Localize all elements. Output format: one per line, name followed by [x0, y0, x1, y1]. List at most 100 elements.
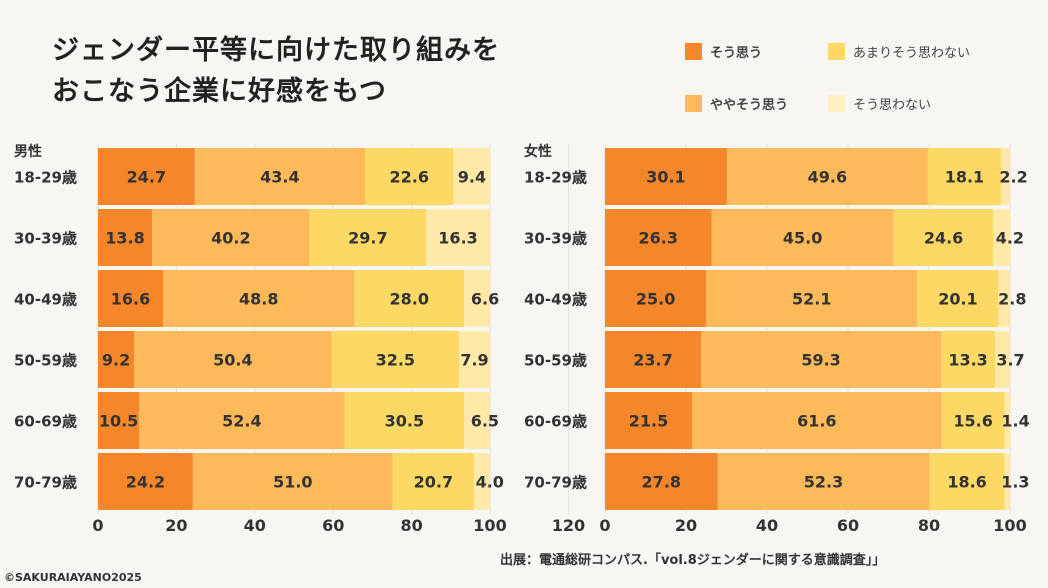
- data-label: 10.5: [99, 412, 138, 431]
- category-label: 30-39歳: [524, 230, 587, 248]
- x-tick-label: 40: [756, 516, 778, 535]
- x-tick-label: 0: [92, 516, 103, 535]
- x-tick-label: 20: [675, 516, 697, 535]
- data-label: 59.3: [801, 351, 840, 370]
- data-label: 7.9: [460, 351, 488, 370]
- data-label: 29.7: [348, 229, 387, 248]
- bar-segment: [711, 209, 894, 266]
- data-label: 1.4: [1001, 412, 1029, 431]
- bar-segment: [893, 209, 994, 266]
- data-label: 30.5: [385, 412, 424, 431]
- legend-label: そう思う: [710, 46, 763, 61]
- bar-segment: [364, 148, 454, 205]
- bar-segment: [392, 453, 474, 510]
- category-label: 50-59歳: [524, 352, 587, 370]
- legend-swatch: [685, 95, 702, 112]
- data-label: 2.8: [998, 290, 1026, 309]
- title-line-2: おこなう企業に好感をもつ: [52, 76, 387, 107]
- bar-segment: [927, 148, 1002, 205]
- data-label: 28.0: [390, 290, 429, 309]
- bar-segment: [331, 331, 460, 388]
- bar-segment: [706, 270, 918, 327]
- bar-segment: [98, 392, 140, 449]
- bar-segment: [98, 453, 193, 510]
- x-tick-label: 100: [993, 516, 1026, 535]
- data-label: 15.6: [953, 412, 992, 431]
- x-tick-label: 120: [552, 516, 585, 535]
- data-label: 23.7: [633, 351, 672, 370]
- data-label: 50.4: [213, 351, 252, 370]
- x-tick-label: 60: [837, 516, 859, 535]
- data-label: 18.1: [945, 168, 984, 187]
- x-tick-label: 80: [918, 516, 940, 535]
- data-label: 52.4: [222, 412, 261, 431]
- data-label: 25.0: [636, 290, 675, 309]
- x-tick-label: 40: [244, 516, 266, 535]
- data-label: 9.2: [102, 351, 130, 370]
- data-label: 21.5: [629, 412, 668, 431]
- bar-segment: [605, 209, 712, 266]
- bar-segment: [995, 331, 1010, 388]
- category-label: 70-79歳: [524, 474, 587, 492]
- data-label: 20.7: [414, 473, 453, 492]
- bar-segment: [464, 270, 490, 327]
- title-line-1: ジェンダー平等に向けた取り組みを: [52, 35, 500, 66]
- bar-segment: [726, 148, 928, 205]
- legend-swatch: [685, 43, 702, 60]
- bar-segment: [605, 392, 693, 449]
- data-label: 40.2: [211, 229, 250, 248]
- bar-segment: [605, 453, 718, 510]
- bar-segment: [473, 453, 490, 510]
- data-label: 27.8: [642, 473, 681, 492]
- bar-segment: [929, 453, 1005, 510]
- data-label: 1.3: [1001, 473, 1029, 492]
- bar-segment: [134, 331, 332, 388]
- data-label: 61.6: [797, 412, 836, 431]
- data-label: 24.2: [126, 473, 165, 492]
- panel-title: 女性: [524, 143, 552, 160]
- bar-segment: [941, 331, 996, 388]
- x-tick-label: 80: [400, 516, 422, 535]
- bar-segment: [1004, 392, 1011, 449]
- bar-segment: [309, 209, 427, 266]
- data-label: 49.6: [808, 168, 847, 187]
- category-label: 60-69歳: [524, 413, 587, 431]
- bar-segment: [344, 392, 465, 449]
- x-tick-label: 0: [599, 516, 610, 535]
- legend-label: ややそう思う: [710, 98, 789, 113]
- x-tick-label: 60: [322, 516, 344, 535]
- category-label: 18-29歳: [14, 169, 77, 187]
- chart-title: ジェンダー平等に向けた取り組みを おこなう企業に好感をもつ: [52, 30, 500, 112]
- bar-segment: [605, 148, 727, 205]
- bar-segment: [464, 392, 490, 449]
- bar-segment: [917, 270, 999, 327]
- data-label: 26.3: [639, 229, 678, 248]
- category-label: 18-29歳: [524, 169, 587, 187]
- bar-segment: [605, 331, 701, 388]
- legend-item-agree: そう思う: [685, 42, 762, 61]
- legend-label: そう思わない: [853, 98, 932, 113]
- x-tick-label: 20: [165, 516, 187, 535]
- bar-segment: [941, 392, 1005, 449]
- data-label: 13.8: [105, 229, 144, 248]
- data-label: 20.1: [938, 290, 977, 309]
- data-label: 24.7: [127, 168, 166, 187]
- data-label: 32.5: [376, 351, 415, 370]
- source-note: 出展：電通総研コンパス.「vol.8ジェンダーに関する意識調査」」: [500, 553, 886, 568]
- data-label: 6.6: [471, 290, 499, 309]
- bar-segment: [152, 209, 310, 266]
- bar-segment: [700, 331, 942, 388]
- legend-swatch: [828, 95, 845, 112]
- category-label: 50-59歳: [14, 352, 77, 370]
- data-label: 4.2: [996, 229, 1024, 248]
- data-label: 2.2: [999, 168, 1027, 187]
- bar-segment: [354, 270, 465, 327]
- bar-segment: [163, 270, 355, 327]
- data-label: 18.6: [947, 473, 986, 492]
- category-label: 70-79歳: [14, 474, 77, 492]
- bar-segment: [98, 148, 195, 205]
- data-label: 45.0: [783, 229, 822, 248]
- bar-segment: [98, 331, 135, 388]
- bar-segment: [139, 392, 345, 449]
